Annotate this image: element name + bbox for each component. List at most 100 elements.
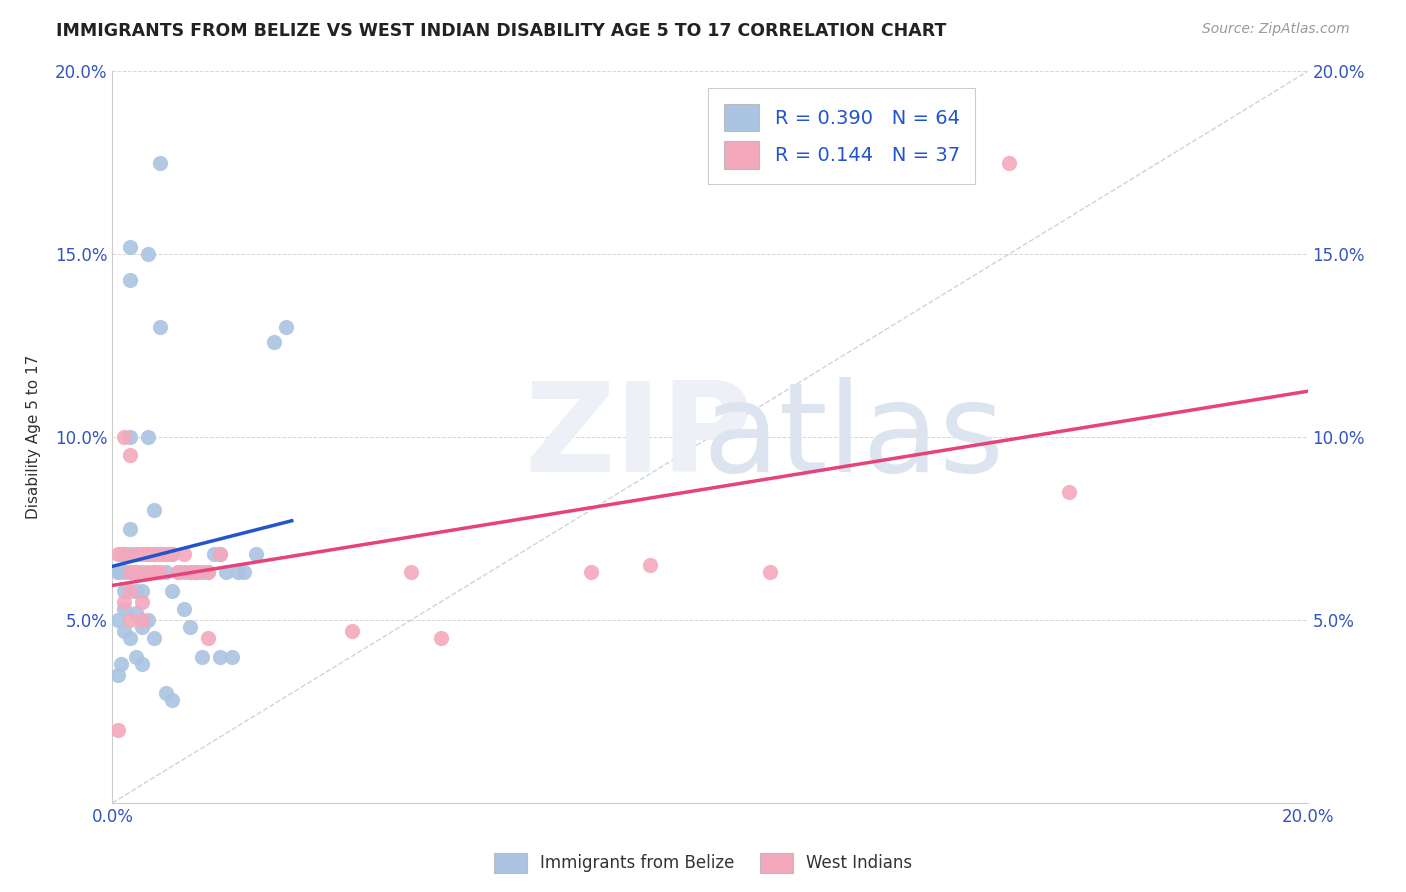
Point (131, 594, 153, 608)
Point (209, 547, 232, 561)
Point (114, 547, 135, 561)
Point (143, 566, 166, 580)
Point (162, 547, 183, 561)
Point (143, 547, 166, 561)
Point (186, 566, 208, 580)
Point (125, 649, 148, 664)
Legend: Immigrants from Belize, West Indians: Immigrants from Belize, West Indians (486, 847, 920, 880)
Point (579, 566, 602, 580)
Point (120, 566, 142, 580)
Point (197, 566, 219, 580)
Point (138, 247, 160, 261)
Point (114, 624, 135, 638)
Point (197, 566, 219, 580)
Point (131, 613, 153, 627)
Point (110, 657, 132, 671)
Point (173, 566, 195, 580)
Point (110, 547, 132, 561)
Legend: R = 0.390   N = 64, R = 0.144   N = 37: R = 0.390 N = 64, R = 0.144 N = 37 (709, 88, 976, 185)
Point (155, 547, 177, 561)
Point (143, 503, 166, 517)
Point (138, 613, 160, 627)
Point (179, 620, 201, 634)
Point (162, 583, 183, 598)
Point (125, 566, 148, 580)
Point (120, 613, 142, 627)
Y-axis label: Disability Age 5 to 17: Disability Age 5 to 17 (27, 355, 41, 519)
Point (149, 320, 172, 334)
Point (120, 566, 142, 580)
Point (131, 657, 153, 671)
Point (114, 547, 135, 561)
Point (138, 547, 160, 561)
Point (167, 566, 190, 580)
Point (215, 566, 238, 580)
Point (125, 606, 148, 620)
Point (197, 632, 219, 646)
Point (759, 566, 782, 580)
Point (233, 566, 256, 580)
Point (162, 547, 183, 561)
Point (120, 448, 142, 462)
Point (149, 156, 172, 170)
Point (138, 547, 160, 561)
Point (274, 320, 297, 334)
Point (138, 566, 160, 580)
Point (263, 334, 285, 349)
Point (114, 566, 135, 580)
Point (179, 566, 201, 580)
Point (149, 547, 172, 561)
Text: IMMIGRANTS FROM BELIZE VS WEST INDIAN DISABILITY AGE 5 TO 17 CORRELATION CHART: IMMIGRANTS FROM BELIZE VS WEST INDIAN DI… (56, 22, 946, 40)
Point (125, 547, 148, 561)
Point (221, 649, 243, 664)
Point (120, 521, 142, 535)
Point (143, 632, 166, 646)
Point (202, 547, 225, 561)
Point (131, 547, 153, 561)
Point (131, 620, 153, 634)
Point (114, 583, 135, 598)
Text: atlas: atlas (703, 376, 1004, 498)
Point (107, 566, 129, 580)
Point (107, 667, 129, 681)
Point (131, 583, 153, 598)
Point (120, 583, 142, 598)
Point (143, 547, 166, 561)
Point (125, 583, 148, 598)
Point (125, 566, 148, 580)
Point (107, 723, 129, 737)
Point (340, 624, 363, 638)
Point (149, 566, 172, 580)
Point (173, 547, 195, 561)
Point (155, 566, 177, 580)
Point (640, 558, 662, 573)
Point (179, 566, 201, 580)
Point (125, 547, 148, 561)
Point (998, 156, 1021, 170)
Point (107, 547, 129, 561)
Point (120, 632, 142, 646)
Point (162, 693, 183, 707)
Point (120, 240, 142, 254)
Point (131, 547, 153, 561)
Point (186, 566, 208, 580)
Point (226, 566, 249, 580)
Point (401, 566, 423, 580)
Point (149, 547, 172, 561)
Point (430, 632, 453, 646)
Point (114, 430, 135, 444)
Point (107, 566, 129, 580)
Point (114, 602, 135, 616)
Point (155, 686, 177, 700)
Point (1057, 485, 1080, 500)
Point (120, 547, 142, 561)
Point (191, 649, 214, 664)
Point (138, 430, 160, 444)
Point (209, 547, 232, 561)
Point (173, 602, 195, 616)
Point (143, 566, 166, 580)
Point (209, 649, 232, 664)
Point (120, 273, 142, 287)
Text: ZIP: ZIP (524, 376, 752, 498)
Point (167, 566, 190, 580)
